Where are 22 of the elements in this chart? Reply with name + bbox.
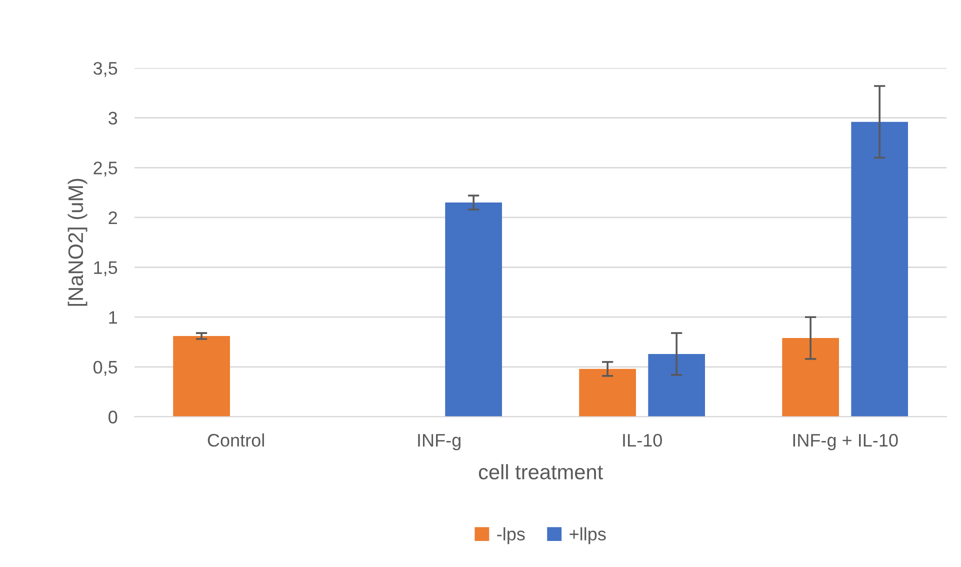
x-tick-label: IL-10	[623, 434, 662, 447]
x-tick-label: INF-g + IL-10	[793, 434, 898, 450]
y-tick-label: 0	[108, 410, 118, 424]
y-tick-label: 2,5	[94, 162, 118, 177]
y-tick-label: 2	[108, 211, 117, 224]
x-tick-label: INF-g	[418, 434, 460, 450]
y-axis-title: [NaNO2] (uM)	[68, 178, 88, 306]
x-tick-label: Control	[208, 433, 264, 447]
bar	[851, 122, 908, 417]
y-tick-label: 1	[109, 311, 117, 324]
y-tick-label: 3,5	[93, 62, 118, 77]
y-tick-label: 3	[108, 112, 118, 125]
bar	[648, 354, 705, 417]
bar	[173, 336, 230, 417]
legend-label: +llps	[570, 527, 606, 544]
y-tick-label: 0,5	[93, 360, 118, 376]
y-tick-label: 1,5	[94, 261, 118, 276]
legend-label: -lps	[497, 527, 525, 544]
x-axis-title: cell treatment	[478, 464, 603, 480]
bar	[579, 368, 636, 417]
bar	[782, 338, 839, 417]
bar	[445, 202, 502, 417]
